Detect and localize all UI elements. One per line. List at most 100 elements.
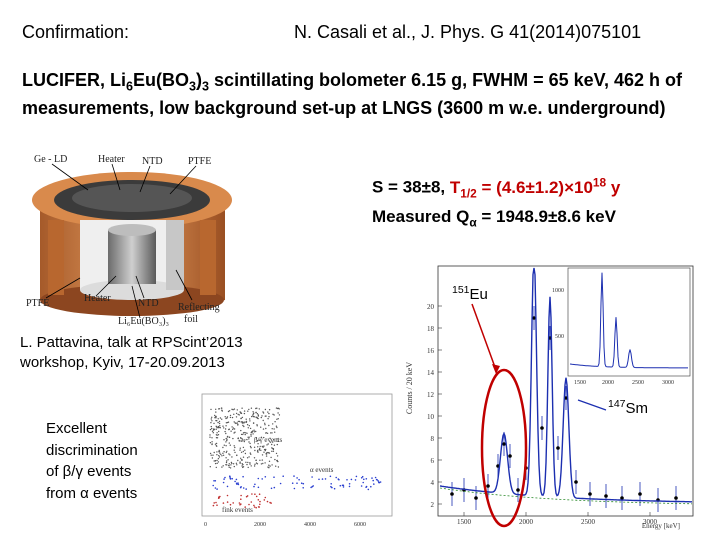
scatter-beta-gamma-point [252, 433, 254, 435]
scatter-beta-gamma-point [231, 408, 233, 410]
scatter-beta-gamma-point [265, 415, 267, 417]
scatter-beta-gamma-point [240, 417, 242, 420]
scatter-beta-gamma-point [271, 441, 274, 443]
scatter-beta-gamma-point [233, 445, 235, 447]
scatter-beta-gamma-point [219, 427, 221, 429]
spectrum-y-tick: 12 [427, 391, 435, 399]
scatter-beta-gamma-point [209, 442, 212, 444]
scatter-fink-point [212, 504, 215, 507]
scatter-beta-gamma-point [217, 427, 219, 429]
scatter-beta-gamma-point [239, 411, 241, 413]
scatter-beta-gamma-point [259, 447, 261, 450]
scatter-beta-gamma-point [265, 427, 267, 430]
scatter-beta-gamma-point [216, 454, 218, 456]
scatter-alpha-point [293, 487, 296, 490]
scatter-beta-gamma-point [217, 434, 220, 436]
scatter-beta-gamma-point [268, 416, 270, 418]
scatter-alpha-point [242, 475, 244, 478]
scatter-beta-gamma-point [252, 414, 254, 416]
scatter-beta-gamma-point [228, 453, 230, 455]
scatter-beta-gamma-point [271, 450, 273, 452]
scatter-beta-gamma-point [269, 437, 271, 439]
scatter-beta-gamma-point [213, 451, 215, 454]
scatter-beta-gamma-point [216, 459, 218, 462]
spectrum-y-tick: 16 [427, 347, 435, 355]
scatter-alpha-point [279, 482, 282, 485]
scatter-beta-gamma-point [218, 420, 221, 423]
spectrum-data-point [474, 496, 478, 500]
scatter-beta-gamma-point [258, 448, 261, 451]
scatter-beta-gamma-point [266, 432, 269, 434]
scatter-beta-gamma-point [223, 444, 225, 446]
scatter-beta-gamma-point [219, 417, 222, 419]
scatter-beta-gamma-point [240, 412, 242, 414]
scatter-beta-gamma-point [225, 457, 227, 459]
scatter-beta-gamma-point [216, 426, 218, 428]
scatter-alpha-point [302, 482, 305, 485]
scatter-beta-gamma-point [232, 427, 235, 429]
scatter-beta-gamma-point [212, 429, 215, 431]
scatter-beta-gamma-point [234, 451, 236, 454]
scatter-beta-gamma-point [240, 437, 242, 439]
scatter-beta-gamma-point [222, 446, 224, 449]
scatter-beta-gamma-point [247, 427, 249, 429]
scatter-beta-gamma-point [270, 456, 272, 459]
scatter-beta-gamma-point [233, 428, 236, 430]
sm-arrow [577, 399, 607, 411]
scatter-alpha-point [330, 483, 332, 485]
scatter-beta-gamma-point [269, 465, 271, 467]
scatter-alpha-point [257, 486, 260, 489]
scatter-beta-gamma-point [215, 437, 218, 439]
ge-ld-label: Ge - LD [34, 154, 68, 165]
scatter-beta-gamma-point [211, 457, 214, 459]
scatter-beta-gamma-point [245, 461, 247, 463]
scatter-alpha-point [360, 477, 363, 479]
scatter-beta-gamma-point [211, 443, 213, 446]
scatter-fink-point [253, 506, 256, 508]
scatter-beta-gamma-point [211, 416, 213, 418]
scatter-beta-gamma-point [250, 447, 252, 449]
spectrum-data-point [450, 492, 454, 496]
scatter-alpha-point [375, 478, 378, 481]
scatter-alpha-point [324, 478, 327, 480]
scatter-beta-gamma-point [267, 411, 269, 413]
spectrum-data-point [574, 480, 578, 484]
scatter-beta-gamma-point [246, 424, 249, 426]
scatter-beta-gamma-point [231, 462, 233, 465]
scatter-alpha-point [361, 475, 364, 478]
scatter-beta-gamma-point [215, 428, 217, 430]
scatter-beta-gamma-point [244, 433, 246, 436]
scatter-beta-gamma-point [273, 444, 276, 446]
scatter-fink-point [213, 502, 215, 504]
scatter-beta-gamma-point [247, 436, 249, 438]
scatter-beta-gamma-point [255, 437, 257, 439]
scatter-beta-gamma-point [225, 445, 227, 447]
scatter-beta-gamma-point [268, 464, 270, 466]
scatter-alpha-point [311, 476, 313, 478]
scatter-beta-gamma-point [246, 457, 249, 459]
scatter-beta-gamma-point [275, 465, 277, 467]
scatter-alpha-point [330, 485, 332, 488]
scatter-beta-gamma-point [229, 467, 232, 469]
scatter-fink-point [270, 502, 272, 504]
scatter-beta-gamma-point [252, 411, 254, 413]
scatter-fink-point [217, 497, 220, 499]
scatter-beta-gamma-point [219, 425, 221, 427]
scatter-beta-gamma-point [228, 463, 230, 465]
heater-bottom-label: Heater [84, 293, 111, 304]
scatter-beta-gamma-point [245, 418, 247, 420]
scatter-x-tick: 0 [204, 522, 207, 528]
scatter-beta-gamma-point [241, 463, 243, 465]
scatter-beta-gamma-point [250, 433, 252, 436]
scatter-beta-gamma-point [238, 414, 240, 416]
spectrum-data-point [604, 494, 608, 498]
scatter-beta-gamma-point [215, 445, 217, 447]
scatter-beta-gamma-point [244, 421, 246, 423]
scatter-alpha-point [229, 476, 231, 478]
scatter-beta-gamma-point [235, 412, 238, 415]
scatter-beta-gamma-point [252, 413, 255, 415]
scatter-alpha-point [367, 488, 370, 491]
scatter-beta-gamma-point [249, 442, 251, 445]
scatter-beta-gamma-point [275, 407, 278, 409]
scatter-beta-gamma-point [262, 412, 265, 414]
